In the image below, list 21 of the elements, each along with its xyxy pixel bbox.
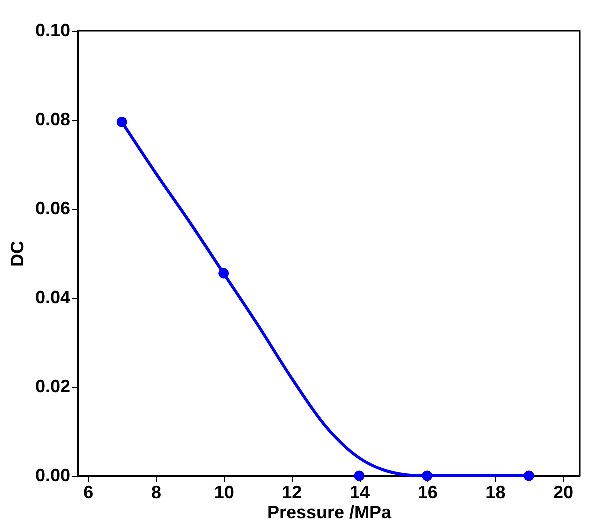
y-tick-label: 0.10 bbox=[35, 20, 70, 40]
x-tick-label: 18 bbox=[486, 482, 506, 502]
point bbox=[218, 268, 230, 279]
x-tick-label: 16 bbox=[418, 482, 438, 502]
x-tick-label: 12 bbox=[282, 482, 302, 502]
y-tick-label: 0.04 bbox=[35, 288, 70, 308]
x-axis-title: Pressure /MPa bbox=[267, 502, 393, 522]
y-tick-label: 0.02 bbox=[35, 376, 70, 396]
y-axis-title: DC bbox=[7, 241, 28, 267]
point bbox=[116, 116, 128, 128]
y-tick-label: 0.08 bbox=[35, 110, 70, 130]
x-tick-label: 20 bbox=[554, 482, 574, 502]
x-tick-label: 14 bbox=[350, 482, 370, 502]
point bbox=[354, 470, 365, 482]
x-tick-label: 10 bbox=[214, 482, 234, 502]
point bbox=[524, 470, 534, 482]
x-tick-label: 8 bbox=[152, 482, 162, 502]
point bbox=[422, 470, 433, 482]
x-tick-label: 6 bbox=[84, 482, 94, 502]
y-tick-label: 0.00 bbox=[35, 466, 70, 486]
y-tick-label: 0.06 bbox=[35, 198, 70, 218]
